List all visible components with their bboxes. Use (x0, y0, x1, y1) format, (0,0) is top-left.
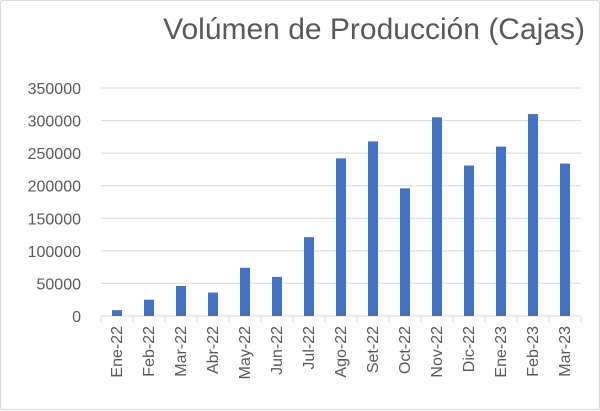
bar (176, 286, 186, 316)
y-tick-label: 300000 (28, 114, 81, 131)
bar (528, 114, 538, 316)
x-tick-label: Dic-22 (461, 326, 478, 372)
x-tick-label: Feb-23 (525, 326, 542, 377)
x-tick-label: Abr-22 (205, 326, 222, 374)
x-tick-label: Ene-22 (109, 326, 126, 378)
bar (336, 158, 346, 316)
y-tick-label: 150000 (28, 211, 81, 228)
x-tick-label: Nov-22 (429, 326, 446, 378)
y-tick-label: 50000 (37, 276, 82, 293)
bar (240, 267, 250, 316)
x-tick-label: Ene-23 (493, 326, 510, 378)
x-tick-label: Ago-22 (333, 326, 350, 378)
bar (208, 292, 218, 316)
bar (464, 165, 474, 316)
y-tick-label: 350000 (28, 81, 81, 98)
x-tick-label: Mar-22 (173, 326, 190, 377)
bar (112, 310, 122, 316)
x-tick-label: Jun-22 (269, 326, 286, 375)
bar (368, 141, 378, 316)
y-tick-label: 200000 (28, 179, 81, 196)
x-tick-label: Feb-22 (141, 326, 158, 377)
bar (432, 117, 442, 316)
bar (496, 146, 506, 316)
y-tick-label: 0 (72, 309, 81, 326)
x-tick-label: May-22 (237, 326, 254, 379)
x-tick-label: Set-22 (365, 326, 382, 373)
x-tick-label: Mar-23 (557, 326, 574, 377)
bar (304, 237, 314, 316)
chart-title: Volúmen de Producción (Cajas) (163, 13, 585, 46)
y-tick-label: 100000 (28, 244, 81, 261)
x-tick-label: Jul-22 (301, 326, 318, 370)
bar (560, 163, 570, 316)
x-tick-label: Oct-22 (397, 326, 414, 374)
bar (272, 276, 282, 316)
bar (144, 299, 154, 316)
y-tick-label: 250000 (28, 146, 81, 163)
bar (400, 188, 410, 316)
